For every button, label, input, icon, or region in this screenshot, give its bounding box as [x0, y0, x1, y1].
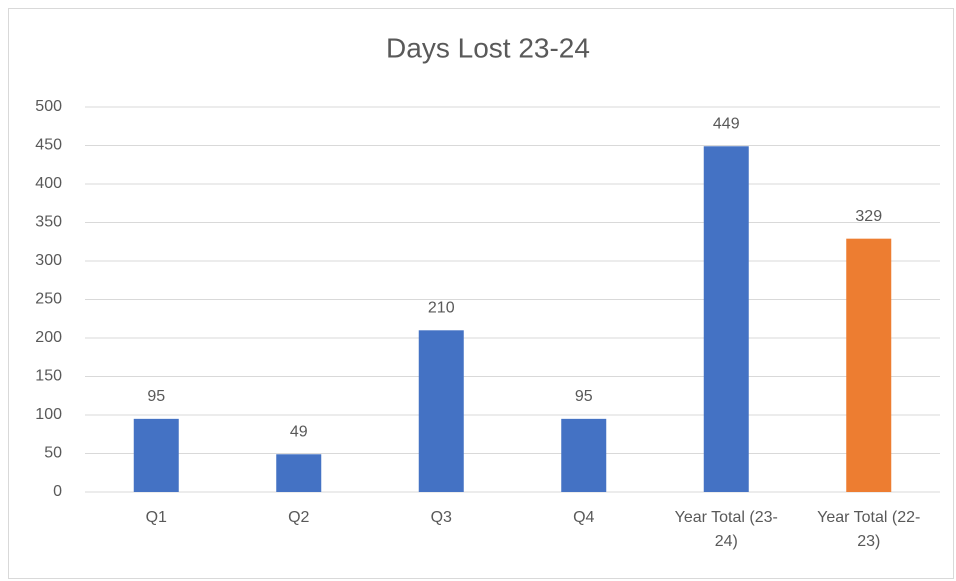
bar — [133, 418, 179, 492]
data-label: 49 — [290, 423, 308, 440]
x-tick-label: Q2 — [288, 509, 310, 526]
y-tick-label: 300 — [35, 252, 62, 269]
data-label: 95 — [147, 388, 165, 405]
y-tick-label: 200 — [35, 329, 62, 346]
data-label: 329 — [855, 208, 882, 225]
bar — [418, 330, 464, 492]
y-tick-label: 500 — [35, 98, 62, 115]
bar — [561, 418, 607, 492]
bar — [276, 454, 322, 492]
y-tick-label: 250 — [35, 291, 62, 308]
y-tick-label: 100 — [35, 406, 62, 423]
chart-title: Days Lost 23-24 — [386, 32, 590, 63]
x-tick-label: Q4 — [573, 509, 595, 526]
y-tick-label: 350 — [35, 214, 62, 231]
data-label: 95 — [575, 388, 593, 405]
y-tick-label: 0 — [53, 483, 62, 500]
x-tick-label: Q3 — [430, 509, 452, 526]
bar — [846, 238, 892, 492]
y-tick-label: 450 — [35, 137, 62, 154]
x-tick-label: Q1 — [145, 509, 167, 526]
data-label: 210 — [428, 300, 455, 317]
y-tick-label: 400 — [35, 175, 62, 192]
chart-border — [8, 8, 954, 579]
x-tick-label: Year Total (22-23) — [817, 509, 921, 550]
bar — [703, 146, 749, 492]
y-tick-label: 150 — [35, 368, 62, 385]
x-tick-label: Year Total (23-24) — [674, 509, 778, 550]
y-tick-label: 50 — [44, 445, 62, 462]
data-label: 449 — [713, 115, 740, 132]
